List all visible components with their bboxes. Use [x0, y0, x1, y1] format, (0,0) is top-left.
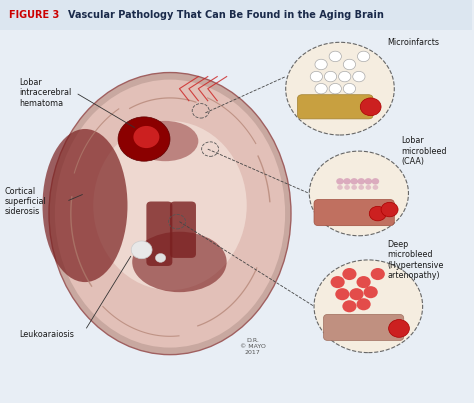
FancyBboxPatch shape [298, 95, 373, 119]
Text: Cortical
superficial
siderosis: Cortical superficial siderosis [5, 187, 46, 216]
FancyBboxPatch shape [323, 314, 404, 341]
Circle shape [133, 126, 159, 148]
Circle shape [343, 83, 356, 94]
Circle shape [315, 83, 327, 94]
Circle shape [349, 288, 364, 300]
Circle shape [357, 51, 370, 62]
Ellipse shape [132, 121, 198, 161]
Ellipse shape [49, 73, 291, 355]
Circle shape [371, 268, 385, 280]
Circle shape [381, 202, 398, 217]
Text: Deep
microbleed
(Hypertensive
artenopathy): Deep microbleed (Hypertensive artenopath… [387, 240, 444, 280]
Circle shape [358, 185, 364, 190]
Circle shape [315, 59, 327, 70]
Circle shape [351, 185, 357, 190]
FancyBboxPatch shape [170, 202, 196, 258]
Text: Leukoaraiosis: Leukoaraiosis [19, 330, 74, 339]
Circle shape [369, 206, 386, 221]
Circle shape [365, 178, 372, 185]
Circle shape [344, 185, 350, 190]
Circle shape [343, 178, 351, 185]
FancyBboxPatch shape [0, 0, 472, 30]
Ellipse shape [93, 121, 247, 290]
Circle shape [364, 286, 378, 298]
Circle shape [329, 83, 341, 94]
Circle shape [337, 185, 343, 190]
Circle shape [338, 71, 351, 82]
Circle shape [342, 300, 356, 312]
Circle shape [329, 51, 341, 62]
Ellipse shape [132, 232, 227, 292]
Circle shape [131, 241, 152, 259]
Text: Lobar
intracerebral
hematoma: Lobar intracerebral hematoma [19, 78, 71, 108]
Circle shape [310, 71, 322, 82]
Text: D.R.
© MAYO
2017: D.R. © MAYO 2017 [240, 338, 265, 355]
Circle shape [310, 151, 409, 236]
Circle shape [365, 185, 371, 190]
Text: Vascular Pathology That Can Be Found in the Aging Brain: Vascular Pathology That Can Be Found in … [68, 10, 384, 20]
Circle shape [330, 276, 345, 288]
Circle shape [314, 260, 423, 353]
Ellipse shape [55, 80, 285, 347]
Circle shape [350, 178, 358, 185]
Circle shape [356, 276, 371, 288]
Circle shape [336, 178, 344, 185]
Circle shape [360, 98, 381, 116]
Circle shape [389, 320, 410, 337]
Circle shape [357, 178, 365, 185]
FancyBboxPatch shape [314, 199, 394, 226]
Circle shape [118, 117, 170, 161]
Circle shape [342, 268, 356, 280]
Text: FIGURE 3: FIGURE 3 [9, 10, 60, 20]
Circle shape [353, 71, 365, 82]
Circle shape [356, 298, 371, 310]
Circle shape [373, 185, 378, 190]
Circle shape [286, 42, 394, 135]
Circle shape [372, 178, 379, 185]
Circle shape [324, 71, 337, 82]
Ellipse shape [43, 129, 128, 282]
FancyBboxPatch shape [146, 202, 173, 266]
Circle shape [335, 288, 349, 300]
Circle shape [155, 253, 166, 262]
Circle shape [343, 59, 356, 70]
Text: Lobar
microbleed
(CAA): Lobar microbleed (CAA) [401, 136, 447, 166]
Text: Microinfarcts: Microinfarcts [387, 38, 439, 47]
